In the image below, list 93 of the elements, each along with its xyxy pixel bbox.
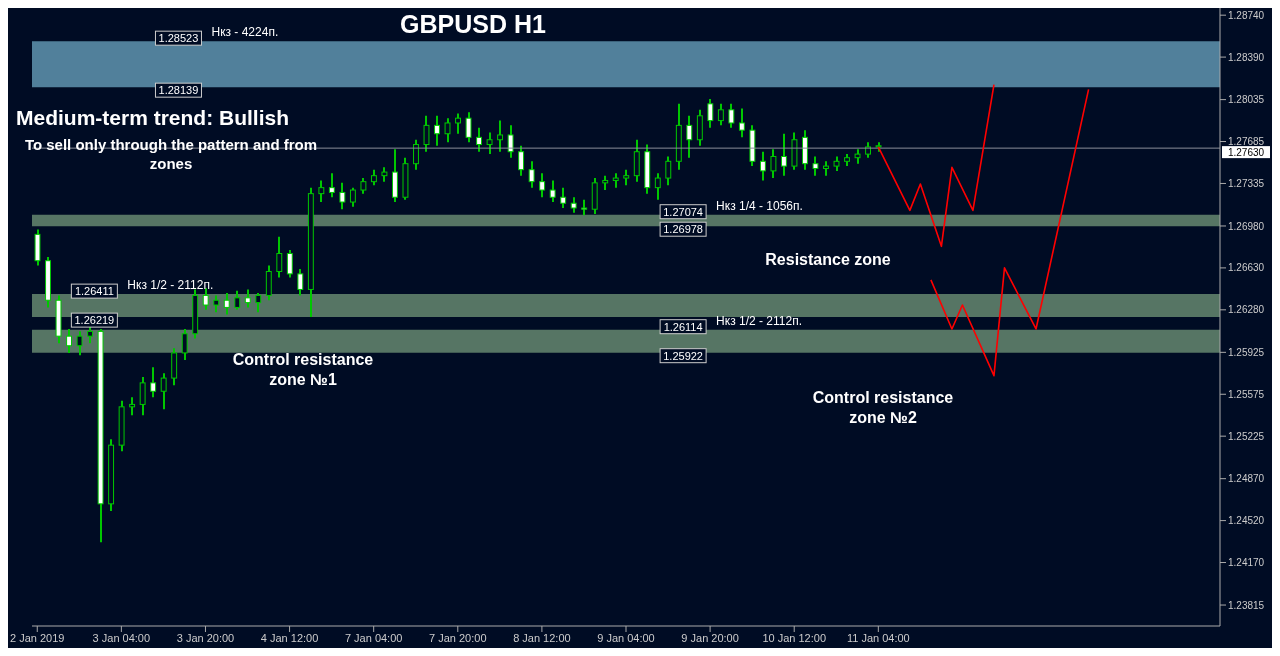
annotation: To sell only through the pattern and from zones — [23, 136, 319, 174]
candlestick — [349, 186, 356, 208]
candlestick — [265, 264, 272, 302]
band-label: Нкз 1/4 - 1056п. — [716, 198, 803, 213]
candlestick — [518, 144, 525, 177]
x-tick-label: 4 Jan 12:00 — [260, 631, 319, 644]
candlestick — [234, 289, 241, 311]
candlestick — [633, 138, 640, 183]
candlestick — [255, 292, 262, 314]
candlestick — [686, 114, 693, 159]
text: Medium-term trend: Bullish — [16, 106, 290, 130]
y-tick-label: 1.27335 — [1228, 178, 1265, 190]
candlestick — [476, 126, 483, 153]
y-tick-label: 1.26630 — [1228, 262, 1265, 274]
y-tick-label: 1.25225 — [1228, 430, 1265, 442]
y-tick-label: 1.28035 — [1228, 94, 1265, 106]
y-tick-label: 1.25575 — [1228, 388, 1265, 400]
y-tick-label: 1.24870 — [1228, 473, 1265, 485]
y-tick-label: 1.27685 — [1228, 136, 1265, 148]
annotation: Resistance zone — [764, 250, 892, 270]
candlestick — [759, 150, 766, 182]
candlestick — [202, 287, 209, 311]
x-tick-label: 9 Jan 20:00 — [681, 631, 739, 644]
annotation: Control resistance zone №2 — [811, 388, 955, 428]
candlestick — [497, 119, 504, 153]
candlestick — [423, 114, 430, 153]
ref-line-label: 1.27630 — [1227, 147, 1265, 159]
y-tick-label: 1.23815 — [1228, 599, 1265, 611]
x-tick-label: 7 Jan 20:00 — [429, 631, 487, 644]
y-tick-label: 1.24170 — [1228, 557, 1265, 569]
y-tick-label: 1.26980 — [1228, 220, 1265, 232]
candlestick — [339, 181, 346, 211]
candlestick — [66, 327, 72, 354]
candlestick — [276, 235, 283, 279]
candlestick — [413, 138, 419, 171]
x-tick-label: 3 Jan 20:00 — [176, 631, 235, 644]
candlestick — [770, 148, 777, 180]
candlestick — [76, 330, 83, 357]
candlestick — [560, 186, 567, 210]
annotation: 1.26411 — [74, 285, 114, 298]
y-tick-label: 1.26280 — [1228, 304, 1265, 316]
line-series — [930, 88, 1090, 377]
x-tick-label: 3 Jan 04:00 — [92, 631, 151, 644]
annotation: 1.28139 — [158, 84, 199, 97]
candlestick — [528, 160, 535, 189]
band-label: Нкз 1/2 - 2112п. — [716, 313, 802, 328]
annotation: 1.26114 — [663, 320, 703, 333]
annotation: 1.26219 — [74, 314, 115, 327]
candlestick — [223, 292, 230, 316]
y-tick-label: 1.28740 — [1228, 9, 1265, 21]
candlestick — [549, 179, 556, 204]
y-tick-label: 1.24520 — [1228, 515, 1265, 527]
y-tick-label: 1.25925 — [1228, 346, 1265, 358]
candlestick — [139, 375, 146, 417]
candlestick — [297, 268, 304, 297]
x-tick-label: 9 Jan 04:00 — [597, 631, 655, 644]
candlestick — [812, 155, 819, 177]
candlestick — [717, 102, 724, 127]
candlestick — [738, 107, 745, 139]
candlestick — [707, 98, 714, 129]
x-tick-label: 8 Jan 12:00 — [513, 631, 571, 644]
candlestick — [160, 372, 167, 411]
x-tick-label: 10 Jan 12:00 — [762, 631, 827, 644]
candlestick — [465, 111, 472, 144]
annotation: Control resistance zone №1 — [231, 350, 375, 390]
x-tick-label: 2 Jan 2019 — [10, 631, 65, 644]
candlestick — [328, 172, 335, 199]
candlestick — [665, 155, 672, 187]
band-label: Нкз 1/2 - 2112п. — [127, 278, 214, 293]
candlestick — [486, 131, 493, 156]
candlestick — [654, 172, 661, 201]
candlestick — [455, 112, 461, 135]
candlestick — [181, 327, 188, 362]
chart-title: GBPUSD H1 — [399, 10, 547, 39]
x-tick-label: 7 Jan 04:00 — [344, 631, 403, 644]
annotation: 1.26978 — [663, 223, 703, 236]
y-tick-label: 1.28390 — [1228, 51, 1265, 63]
candlestick — [286, 248, 293, 279]
candlestick — [780, 132, 787, 177]
band-label: Нкз - 4224п. — [211, 25, 279, 40]
candlestick — [150, 366, 157, 399]
annotation: 1.27074 — [663, 205, 703, 218]
candlestick — [539, 172, 546, 199]
candlestick — [318, 179, 325, 204]
candlestick — [696, 108, 703, 147]
annotation: 1.28523 — [158, 32, 199, 45]
candlestick — [728, 102, 735, 129]
candlestick — [507, 124, 514, 159]
candlestick — [444, 117, 451, 144]
annotation: 1.25922 — [663, 349, 703, 362]
candlestick — [434, 114, 440, 147]
line-series — [877, 83, 995, 248]
x-tick-label: 11 Jan 04:00 — [846, 631, 910, 644]
